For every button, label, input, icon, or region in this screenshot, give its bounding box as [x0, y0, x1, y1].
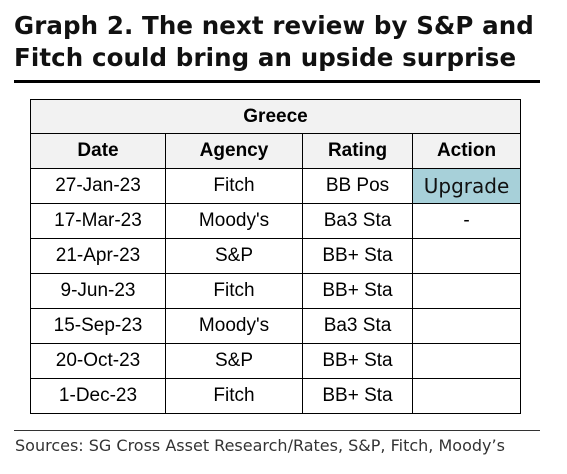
table-row: 17-Mar-23 Moody's Ba3 Sta -: [30, 203, 521, 239]
title-line-1: Graph 2. The next review by S&P and: [14, 11, 534, 40]
cell-date: 17-Mar-23: [30, 203, 166, 239]
table-row: 15-Sep-23 Moody's Ba3 Sta: [30, 308, 521, 344]
cell-rating: BB+ Sta: [302, 238, 413, 274]
cell-rating: Ba3 Sta: [302, 308, 413, 344]
cell-agency: S&P: [165, 343, 303, 379]
cell-agency: Fitch: [165, 168, 303, 204]
cell-action: [412, 378, 521, 414]
cell-agency: Moody's: [165, 203, 303, 239]
cell-action-upgrade: Upgrade: [412, 168, 521, 204]
column-header-rating: Rating: [302, 133, 413, 169]
cell-action: -: [412, 203, 521, 239]
cell-date: 1-Dec-23: [30, 378, 166, 414]
cell-agency: S&P: [165, 238, 303, 274]
cell-rating: BB Pos: [302, 168, 413, 204]
cell-action: [412, 343, 521, 379]
cell-agency: Fitch: [165, 378, 303, 414]
title-divider: [14, 80, 540, 83]
column-header-agency: Agency: [165, 133, 303, 169]
figure-title: Graph 2. The next review by S&P and Fitc…: [14, 10, 544, 74]
table-group-header: Greece: [30, 99, 521, 134]
cell-date: 21-Apr-23: [30, 238, 166, 274]
ratings-table: Greece Date Agency Rating Action 27-Jan-…: [30, 99, 521, 414]
source-divider: [14, 430, 540, 431]
table-row: 9-Jun-23 Fitch BB+ Sta: [30, 273, 521, 309]
cell-date: 15-Sep-23: [30, 308, 166, 344]
column-header-date: Date: [30, 133, 166, 169]
table-row: 21-Apr-23 S&P BB+ Sta: [30, 238, 521, 274]
cell-action: [412, 273, 521, 309]
cell-date: 9-Jun-23: [30, 273, 166, 309]
cell-action: [412, 308, 521, 344]
cell-date: 27-Jan-23: [30, 168, 166, 204]
cell-rating: BB+ Sta: [302, 378, 413, 414]
table-row: 1-Dec-23 Fitch BB+ Sta: [30, 378, 521, 414]
source-note: Sources: SG Cross Asset Research/Rates, …: [15, 436, 505, 455]
cell-rating: BB+ Sta: [302, 343, 413, 379]
cell-agency: Fitch: [165, 273, 303, 309]
table-row: 27-Jan-23 Fitch BB Pos Upgrade: [30, 168, 521, 204]
cell-rating: BB+ Sta: [302, 273, 413, 309]
title-line-2: Fitch could bring an upside surprise: [14, 43, 517, 72]
table-row: 20-Oct-23 S&P BB+ Sta: [30, 343, 521, 379]
cell-rating: Ba3 Sta: [302, 203, 413, 239]
cell-action: [412, 238, 521, 274]
cell-agency: Moody's: [165, 308, 303, 344]
column-header-action: Action: [412, 133, 521, 169]
cell-date: 20-Oct-23: [30, 343, 166, 379]
